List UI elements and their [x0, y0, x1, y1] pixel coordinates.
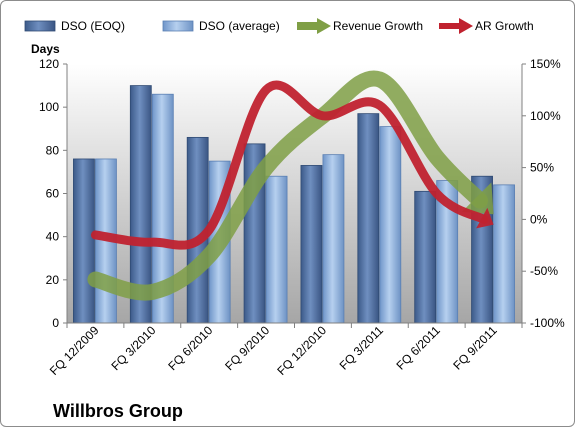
y2-tick-label: 100% [530, 109, 561, 123]
bar-dso-average-6 [379, 126, 402, 324]
legend-label-revenue-growth: Revenue Growth [333, 19, 423, 33]
legend-label-ar-growth: AR Growth [475, 19, 534, 33]
bar-dso-average-4 [265, 175, 288, 324]
bar-dso-eoq-1 [73, 158, 95, 324]
y-tick-label: 60 [46, 187, 60, 201]
arrowhead-ar-growth [476, 207, 494, 229]
y2-tick-label: 0% [530, 212, 548, 226]
arrowhead-revenue-growth [461, 182, 494, 215]
bar-dso-eoq-7 [414, 190, 437, 324]
line-ar-growth [90, 80, 489, 250]
y2-tick-label: -100% [530, 316, 565, 330]
x-tick-label: FQ 6/2011 [393, 323, 443, 373]
y2-tick-label: 50% [530, 161, 554, 175]
y-tick-label: 0 [52, 316, 59, 330]
y-tick-label: 80 [46, 143, 60, 157]
legend-label-dso-average: DSO (average) [199, 19, 280, 33]
bar-dso-average-5 [322, 154, 345, 324]
y2-tick-label: 150% [530, 57, 561, 71]
y-tick-label: 20 [46, 273, 60, 287]
bar-dso-average-8 [493, 184, 515, 324]
legend-arrowhead-revenue-growth [317, 18, 331, 34]
legend-swatch-dso-eoq [24, 20, 56, 32]
legend-label-dso-eoq: DSO (EOQ) [61, 19, 125, 33]
x-tick-label: FQ 12/2010 [274, 323, 329, 378]
bar-dso-eoq-6 [357, 113, 380, 324]
x-tick-label: FQ 6/2010 [165, 323, 215, 373]
line-revenue-growth [87, 70, 488, 301]
y-tick-label: 40 [46, 230, 60, 244]
x-tick-label: FQ 9/2010 [222, 323, 272, 373]
legend-swatch-dso-average [162, 20, 194, 32]
x-tick-label: FQ 12/2009 [47, 323, 102, 378]
x-tick-label: FQ 3/2010 [108, 323, 158, 373]
x-tick-label: FQ 9/2011 [450, 323, 500, 373]
y2-tick-label: -50% [530, 264, 558, 278]
bar-dso-eoq-5 [300, 165, 323, 324]
y-tick-label: 100 [39, 100, 59, 114]
y-tick-label: 120 [39, 57, 59, 71]
legend-arrowhead-ar-growth [459, 18, 473, 34]
y-axis-title: Days [31, 42, 60, 56]
company-name: Willbros Group [53, 401, 183, 421]
x-tick-label: FQ 3/2011 [337, 323, 387, 373]
